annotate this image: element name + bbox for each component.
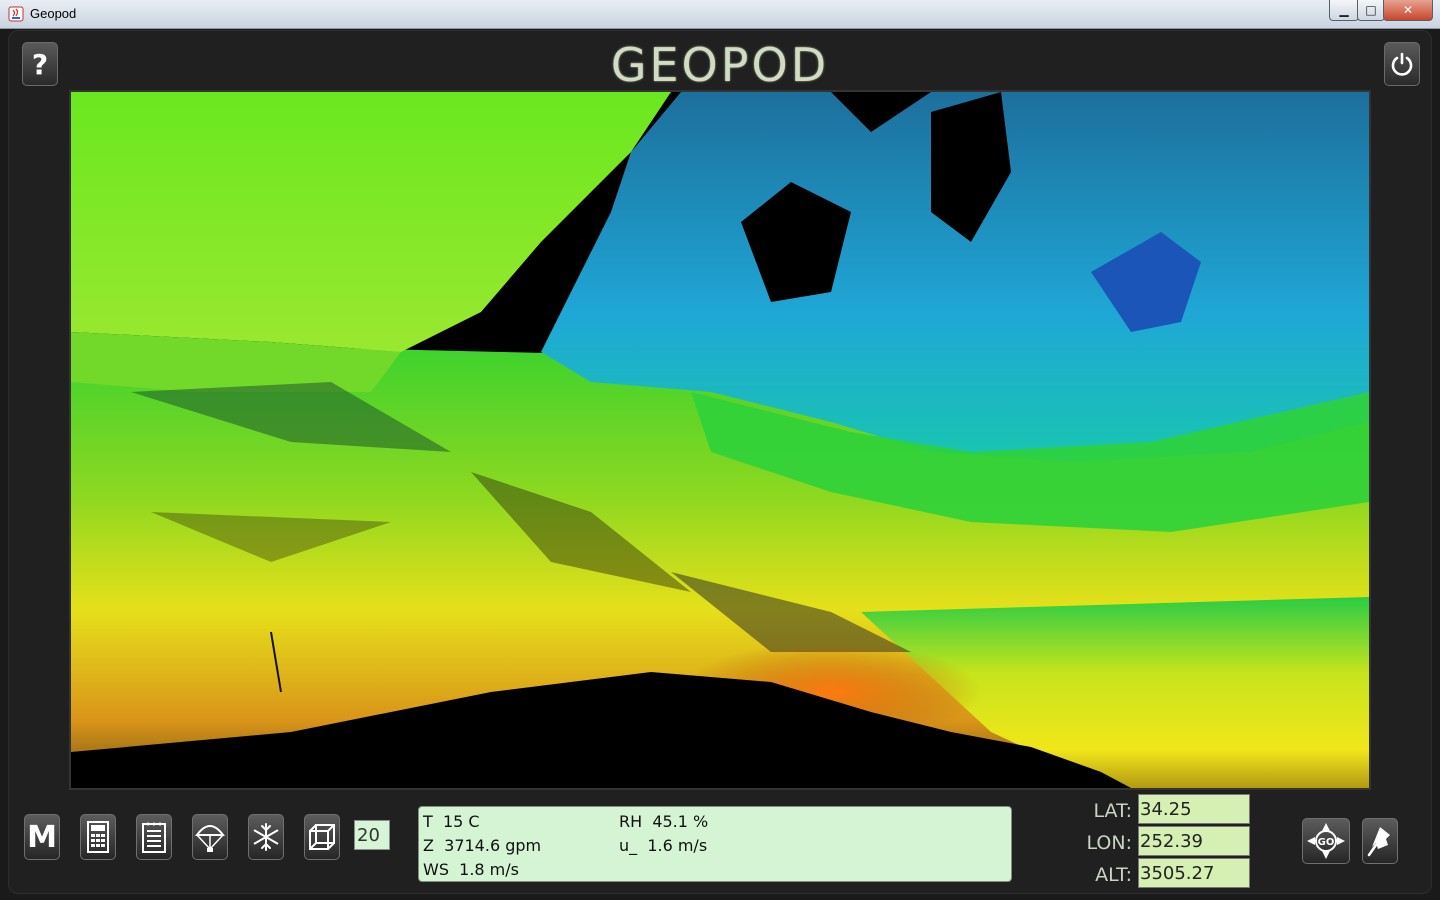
close-button[interactable]: ✕	[1383, 0, 1433, 21]
alt-field[interactable]: 3505.27	[1138, 858, 1250, 888]
lat-label: LAT:	[1093, 800, 1132, 822]
power-icon	[1391, 52, 1413, 76]
cube-button[interactable]	[304, 814, 340, 860]
lon-field[interactable]: 252.39	[1138, 826, 1250, 856]
humidity-readout: RH 45.1 %	[619, 812, 709, 831]
3d-viewport[interactable]	[71, 92, 1369, 788]
help-button[interactable]: ?	[22, 42, 58, 86]
parachute-icon	[195, 825, 225, 852]
calculator-icon	[87, 821, 109, 853]
question-icon: ?	[31, 47, 49, 81]
isosurface-render	[71, 92, 1369, 788]
maximize-button[interactable]: □	[1357, 0, 1385, 21]
lon-label: LON:	[1086, 832, 1132, 854]
temperature-readout: T 15 C	[423, 812, 480, 831]
parachute-button[interactable]	[192, 814, 228, 860]
m-icon: M	[27, 819, 57, 855]
title-bar[interactable]: Geopod ▁ □ ✕	[0, 0, 1440, 29]
go-compass-icon: GO	[1307, 823, 1345, 859]
snowflake-button[interactable]	[248, 814, 284, 860]
readout-panel: T 15 C RH 45.1 % Z 3714.6 gpm u_ 1.6 m/s…	[418, 806, 1012, 882]
power-button[interactable]	[1384, 42, 1420, 86]
cube-icon	[309, 824, 335, 850]
go-label: GO	[1318, 837, 1335, 848]
pushpin-button[interactable]	[1362, 818, 1398, 864]
minimize-button[interactable]: ▁	[1329, 0, 1359, 21]
lat-field[interactable]: 34.25	[1138, 794, 1250, 824]
notepad-button[interactable]	[136, 814, 172, 860]
pushpin-icon	[1367, 827, 1390, 857]
notepad-icon	[142, 822, 166, 853]
height-readout: Z 3714.6 gpm	[423, 836, 542, 855]
u-wind-readout: u_ 1.6 m/s	[619, 836, 708, 855]
step-value-field[interactable]: 20	[354, 820, 390, 850]
menu-m-button[interactable]: M	[24, 814, 60, 860]
java-app-icon	[8, 6, 24, 22]
wind-speed-readout: WS 1.8 m/s	[423, 860, 519, 879]
window-title: Geopod	[30, 6, 77, 21]
go-button[interactable]: GO	[1302, 818, 1350, 864]
calculator-button[interactable]	[80, 814, 116, 860]
app-logo: GEOPOD	[610, 38, 830, 92]
snowflake-icon	[253, 823, 279, 851]
alt-label: ALT:	[1095, 864, 1132, 886]
